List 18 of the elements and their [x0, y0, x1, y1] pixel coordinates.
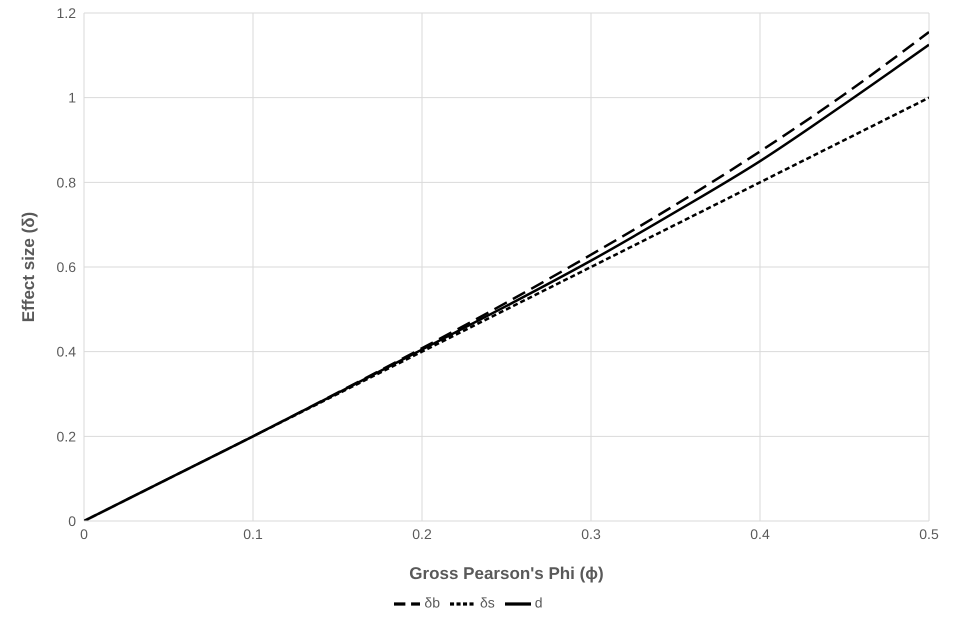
x-tick-label: 0.4: [750, 526, 770, 542]
y-tick-label: 0.6: [56, 258, 76, 275]
legend-label: δs: [480, 594, 495, 611]
x-tick-label: 0: [80, 526, 88, 542]
x-tick-label: 0.1: [243, 526, 263, 542]
x-tick-label: 0.3: [581, 526, 601, 542]
legend-label: δb: [424, 594, 440, 611]
y-tick-label: 0.2: [56, 428, 76, 444]
x-axis-title: Gross Pearson's Phi (ϕ): [409, 564, 604, 583]
x-tick-label: 0.2: [412, 526, 432, 542]
legend-label: d: [534, 594, 543, 611]
y-tick-label: 1: [68, 90, 76, 106]
y-tick-label: 0.4: [56, 344, 76, 360]
y-tick-label: 0: [68, 512, 76, 529]
y-axis-title: Effect size (δ): [19, 212, 38, 322]
x-tick-label: 0.5: [919, 526, 939, 542]
y-tick-label: 0.8: [56, 174, 76, 190]
y-tick-label: 1.2: [56, 4, 76, 21]
